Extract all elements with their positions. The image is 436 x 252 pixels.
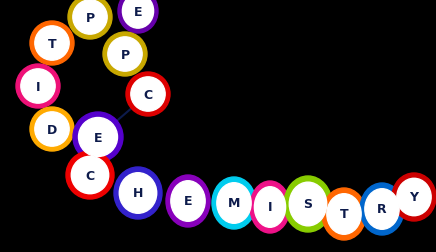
Ellipse shape bbox=[103, 33, 147, 77]
Text: P: P bbox=[85, 11, 95, 24]
Ellipse shape bbox=[126, 73, 170, 116]
Text: E: E bbox=[184, 195, 192, 208]
Ellipse shape bbox=[360, 183, 404, 235]
Text: M: M bbox=[228, 197, 240, 210]
Text: P: P bbox=[120, 48, 129, 61]
Ellipse shape bbox=[66, 151, 114, 199]
Ellipse shape bbox=[35, 27, 69, 61]
Ellipse shape bbox=[73, 113, 123, 162]
Text: T: T bbox=[340, 208, 348, 220]
Ellipse shape bbox=[30, 108, 74, 151]
Text: E: E bbox=[134, 6, 142, 18]
Ellipse shape bbox=[108, 38, 142, 72]
Ellipse shape bbox=[78, 118, 117, 157]
Text: S: S bbox=[303, 198, 313, 211]
Ellipse shape bbox=[250, 181, 290, 233]
Text: E: E bbox=[94, 131, 102, 144]
Ellipse shape bbox=[118, 0, 158, 34]
Text: C: C bbox=[85, 169, 95, 182]
Ellipse shape bbox=[71, 157, 109, 194]
Ellipse shape bbox=[392, 173, 436, 221]
Ellipse shape bbox=[73, 1, 107, 35]
Ellipse shape bbox=[131, 78, 165, 112]
Ellipse shape bbox=[119, 173, 157, 213]
Text: T: T bbox=[48, 37, 56, 50]
Ellipse shape bbox=[289, 182, 327, 226]
Text: H: H bbox=[133, 187, 143, 200]
Text: D: D bbox=[47, 123, 57, 136]
Ellipse shape bbox=[68, 0, 112, 40]
Ellipse shape bbox=[397, 179, 431, 216]
Ellipse shape bbox=[322, 188, 366, 240]
Ellipse shape bbox=[35, 112, 69, 147]
Ellipse shape bbox=[254, 187, 286, 227]
Ellipse shape bbox=[365, 189, 399, 229]
Text: I: I bbox=[36, 80, 40, 93]
Ellipse shape bbox=[21, 70, 55, 104]
Ellipse shape bbox=[166, 175, 210, 227]
Ellipse shape bbox=[16, 65, 60, 109]
Text: I: I bbox=[268, 201, 272, 214]
Ellipse shape bbox=[212, 177, 256, 229]
Ellipse shape bbox=[284, 176, 332, 232]
Ellipse shape bbox=[30, 22, 74, 66]
Ellipse shape bbox=[123, 0, 153, 29]
Text: R: R bbox=[377, 203, 387, 216]
Ellipse shape bbox=[171, 181, 205, 222]
Ellipse shape bbox=[217, 183, 251, 223]
Ellipse shape bbox=[327, 194, 361, 234]
Text: C: C bbox=[143, 88, 153, 101]
Ellipse shape bbox=[114, 167, 162, 219]
Text: Y: Y bbox=[409, 191, 419, 204]
